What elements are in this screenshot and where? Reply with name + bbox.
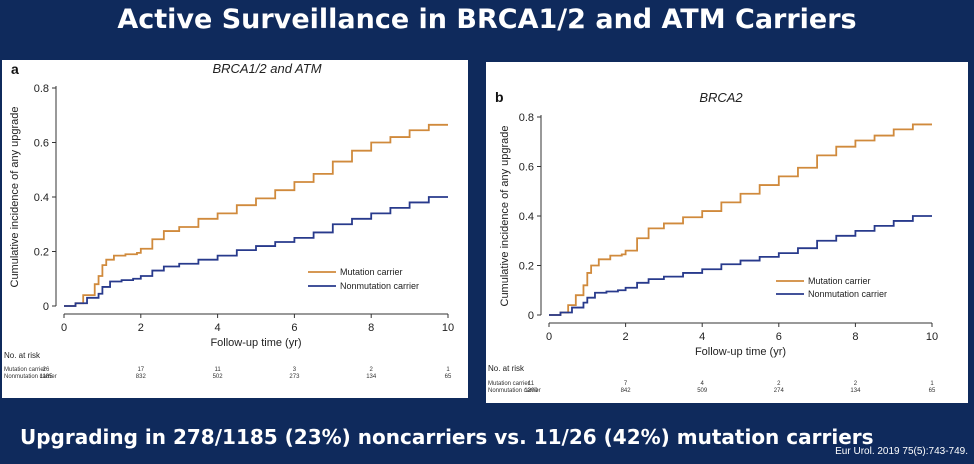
series-line-mutation [549, 123, 932, 316]
y-tick-label: 0.2 [519, 261, 534, 273]
chart-panel-a: a BRCA1/2 and ATM 0 0.2 0.4 0.6 0.8 0 2 4 6 8 10 Foll… [2, 60, 468, 398]
y-tick-label: 0.4 [34, 192, 49, 204]
risk-value: 1185 [40, 374, 54, 380]
risk-row-label: Mutation carrier [488, 381, 530, 387]
panel-label: a [11, 61, 19, 77]
risk-value: 273 [289, 374, 300, 380]
footer-summary: Upgrading in 278/1185 (23%) noncarriers … [20, 425, 874, 449]
x-tick-label: 4 [699, 331, 705, 343]
chart-b-svg: b BRCA2 0 0.2 0.4 0.6 0.8 0 2 4 6 8 10 Follow-up time… [488, 89, 938, 394]
risk-value: 26 [43, 367, 50, 373]
x-tick-label: 2 [138, 322, 144, 334]
y-tick-label: 0.8 [34, 83, 49, 95]
x-tick-label: 10 [926, 331, 938, 343]
risk-value: 11 [214, 367, 221, 373]
risk-row-label: Nonmutation carrier [4, 374, 57, 380]
x-tick-label: 4 [215, 322, 221, 334]
risk-value: 274 [774, 388, 785, 394]
risk-value: 832 [136, 374, 147, 380]
x-tick-label: 10 [442, 322, 454, 334]
legend-label: Nonmutation carrier [808, 289, 887, 299]
risk-value: 65 [929, 388, 936, 394]
x-axis-label: Follow-up time (yr) [695, 346, 786, 358]
risk-value: 1 [930, 381, 934, 387]
x-tick-label: 6 [291, 322, 297, 334]
risk-value: 1200 [524, 388, 538, 394]
risk-value: 3 [293, 367, 297, 373]
y-tick-label: 0 [43, 301, 49, 313]
chart-title: BRCA2 [699, 90, 743, 105]
x-tick-label: 2 [623, 331, 629, 343]
y-tick-label: 0.6 [34, 138, 49, 150]
risk-table-header: No. at risk [4, 351, 41, 360]
y-tick-label: 0.4 [519, 211, 534, 223]
risk-row-label: Mutation carrier [4, 367, 46, 373]
y-tick-label: 0.2 [34, 247, 49, 259]
risk-value: 509 [697, 388, 708, 394]
y-tick-label: 0.8 [519, 112, 534, 124]
citation: Eur Urol. 2019 75(5):743-749. [835, 446, 968, 457]
y-axis-label: Cumulative incidence of any upgrade [9, 106, 21, 287]
risk-value: 11 [528, 381, 535, 387]
x-tick-label: 0 [546, 331, 552, 343]
chart-panel-b: b BRCA2 0 0.2 0.4 0.6 0.8 0 2 4 6 8 10 Follow-up time… [486, 62, 968, 403]
risk-value: 842 [621, 388, 632, 394]
risk-value: 134 [366, 374, 377, 380]
risk-value: 65 [445, 374, 452, 380]
risk-table-header: No. at risk [488, 364, 525, 373]
risk-value: 7 [624, 381, 628, 387]
y-tick-label: 0 [528, 310, 534, 322]
x-tick-label: 8 [852, 331, 858, 343]
y-axis-label: Cumulative incidence of any upgrade [499, 125, 511, 306]
risk-value: 2 [370, 367, 374, 373]
risk-value: 2 [854, 381, 858, 387]
risk-value: 1 [446, 367, 450, 373]
x-tick-label: 6 [776, 331, 782, 343]
x-axis-label: Follow-up time (yr) [210, 337, 301, 349]
chart-a-svg: a BRCA1/2 and ATM 0 0.2 0.4 0.6 0.8 0 2 4 6 8 10 Foll… [4, 61, 454, 380]
legend-label: Nonmutation carrier [340, 281, 419, 291]
slide-title: Active Surveillance in BRCA1/2 and ATM C… [117, 4, 857, 35]
legend-label: Mutation carrier [808, 276, 871, 286]
risk-value: 134 [850, 388, 861, 394]
x-tick-label: 0 [61, 322, 67, 334]
risk-value: 2 [777, 381, 781, 387]
risk-value: 17 [137, 367, 144, 373]
series-line-nonmutation [64, 196, 448, 307]
risk-value: 502 [213, 374, 224, 380]
risk-value: 4 [701, 381, 705, 387]
series-line-nonmutation [549, 215, 932, 316]
x-tick-label: 8 [368, 322, 374, 334]
chart-title: BRCA1/2 and ATM [212, 61, 321, 76]
risk-row-label: Nonmutation carrier [488, 388, 541, 394]
y-tick-label: 0.6 [519, 162, 534, 174]
panel-label: b [495, 89, 504, 105]
series-line-mutation [64, 123, 448, 307]
legend-label: Mutation carrier [340, 267, 403, 277]
